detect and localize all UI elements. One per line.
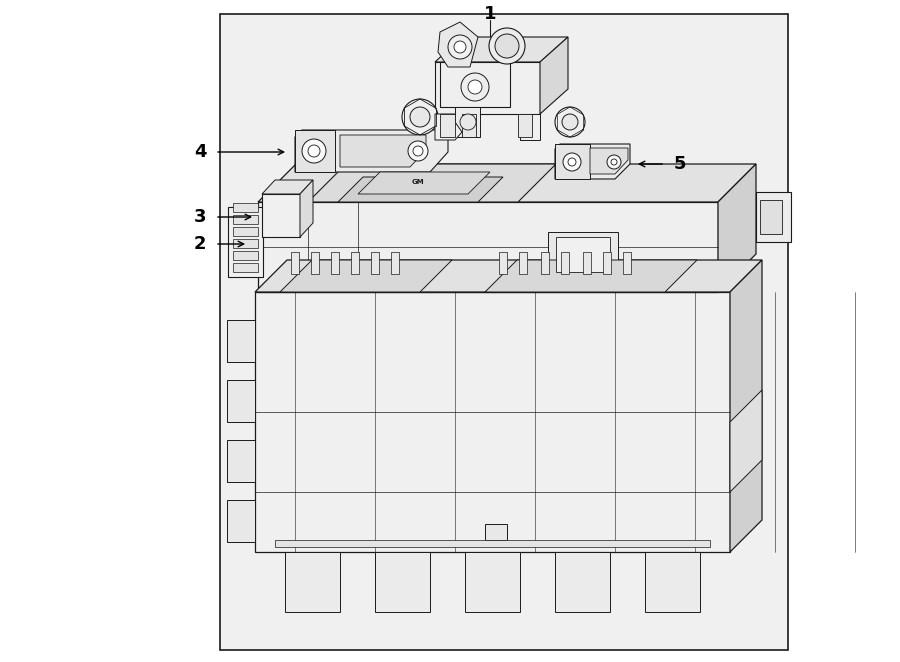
Bar: [233, 239, 258, 248]
Circle shape: [454, 41, 466, 53]
Bar: [556, 237, 610, 272]
Polygon shape: [518, 114, 532, 137]
Bar: [371, 252, 379, 274]
Bar: [561, 252, 569, 274]
Bar: [485, 524, 507, 540]
Polygon shape: [262, 194, 300, 237]
Text: 3: 3: [194, 208, 206, 226]
Bar: [391, 252, 399, 274]
Circle shape: [402, 99, 438, 135]
Polygon shape: [756, 192, 791, 242]
Text: 2: 2: [194, 235, 206, 253]
Polygon shape: [435, 37, 568, 62]
Polygon shape: [295, 130, 448, 172]
Circle shape: [562, 114, 578, 130]
Circle shape: [468, 80, 482, 94]
Polygon shape: [308, 164, 556, 202]
Bar: [291, 252, 299, 274]
Polygon shape: [435, 114, 462, 140]
Polygon shape: [227, 380, 255, 422]
Circle shape: [461, 73, 489, 101]
Polygon shape: [718, 164, 756, 292]
Polygon shape: [227, 320, 255, 362]
Polygon shape: [730, 260, 762, 552]
Polygon shape: [227, 440, 255, 482]
Circle shape: [489, 28, 525, 64]
Polygon shape: [285, 552, 340, 612]
Polygon shape: [455, 107, 480, 137]
Polygon shape: [262, 180, 313, 194]
Circle shape: [408, 141, 428, 161]
Polygon shape: [465, 552, 520, 612]
Bar: [233, 263, 258, 272]
Polygon shape: [375, 552, 430, 612]
Polygon shape: [540, 37, 568, 114]
Bar: [623, 252, 631, 274]
Polygon shape: [645, 552, 700, 612]
Circle shape: [413, 146, 423, 156]
Circle shape: [495, 34, 519, 58]
Bar: [220, 14, 788, 650]
Circle shape: [555, 107, 585, 137]
Bar: [233, 215, 258, 224]
Bar: [331, 252, 339, 274]
Circle shape: [308, 145, 320, 157]
Polygon shape: [440, 114, 455, 137]
Polygon shape: [438, 22, 478, 67]
Polygon shape: [358, 172, 490, 194]
Text: 4: 4: [194, 143, 206, 161]
Polygon shape: [520, 114, 540, 140]
Polygon shape: [548, 232, 618, 282]
Polygon shape: [255, 292, 730, 552]
Circle shape: [563, 153, 581, 171]
Bar: [233, 203, 258, 212]
Polygon shape: [440, 62, 510, 107]
Polygon shape: [435, 62, 540, 114]
Polygon shape: [300, 180, 313, 237]
Bar: [499, 252, 507, 274]
Bar: [603, 252, 611, 274]
Bar: [233, 227, 258, 236]
Bar: [583, 252, 591, 274]
Text: 5: 5: [674, 155, 686, 173]
Polygon shape: [555, 144, 630, 179]
Polygon shape: [555, 552, 610, 612]
Circle shape: [410, 107, 430, 127]
Circle shape: [568, 158, 576, 166]
Bar: [233, 251, 258, 260]
Polygon shape: [555, 144, 590, 179]
Polygon shape: [258, 202, 718, 292]
Polygon shape: [258, 164, 756, 202]
Text: GM: GM: [411, 179, 424, 185]
Circle shape: [611, 159, 617, 165]
Circle shape: [448, 35, 472, 59]
Polygon shape: [228, 207, 263, 277]
Polygon shape: [340, 135, 426, 167]
Circle shape: [302, 139, 326, 163]
Polygon shape: [227, 500, 255, 542]
Bar: [541, 252, 549, 274]
Bar: [311, 252, 319, 274]
Bar: [351, 252, 359, 274]
Polygon shape: [485, 260, 697, 292]
Bar: [760, 200, 782, 234]
Polygon shape: [590, 148, 628, 174]
Text: 1: 1: [484, 5, 496, 23]
Circle shape: [460, 114, 476, 130]
Polygon shape: [295, 130, 335, 172]
Polygon shape: [462, 114, 476, 137]
Polygon shape: [255, 260, 762, 292]
Polygon shape: [280, 260, 452, 292]
Polygon shape: [730, 390, 762, 492]
Circle shape: [607, 155, 621, 169]
Bar: [519, 252, 527, 274]
Polygon shape: [338, 177, 503, 202]
Polygon shape: [275, 540, 710, 547]
